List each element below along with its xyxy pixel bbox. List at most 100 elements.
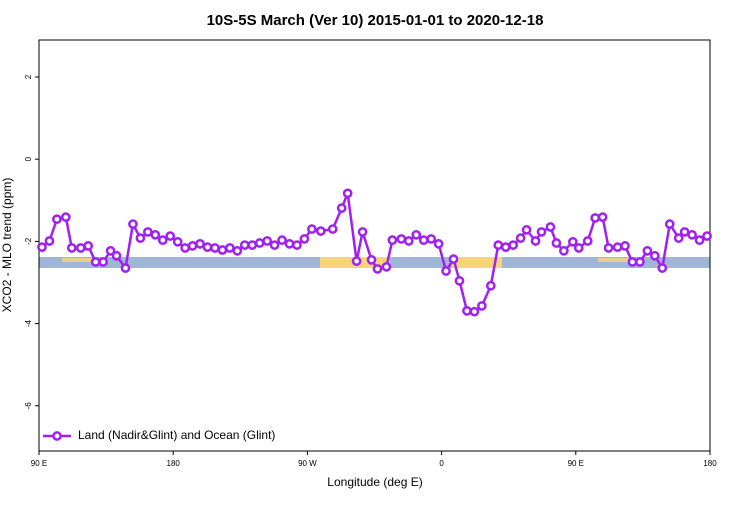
data-point: [98, 257, 108, 267]
data-point: [530, 236, 541, 246]
data-point: [411, 229, 422, 240]
data-point: [536, 227, 547, 237]
data-point: [292, 240, 302, 250]
data-point: [433, 239, 444, 249]
data-point: [336, 203, 347, 213]
data-point: [582, 236, 593, 246]
data-point: [150, 229, 161, 240]
data-point: [232, 245, 243, 256]
data-point: [143, 227, 153, 237]
data-point: [351, 256, 362, 266]
data-point: [225, 243, 235, 253]
y-tick-label: -4: [24, 319, 33, 327]
data-point: [418, 235, 429, 246]
data-point: [111, 250, 122, 261]
data-point: [469, 306, 480, 317]
x-tick-label: 180: [703, 459, 717, 468]
data-point: [342, 188, 353, 199]
data-point: [396, 234, 407, 244]
data-point: [567, 236, 578, 247]
data-point: [284, 239, 295, 249]
data-point: [454, 275, 465, 286]
y-axis-label: XCO2 - MLO trend (ppm): [0, 178, 14, 313]
y-tick-label: 2: [24, 74, 33, 79]
data-point: [664, 219, 675, 229]
data-point: [573, 243, 584, 253]
x-tick-label: 90 E: [31, 459, 47, 468]
data-point: [277, 235, 287, 246]
data-point: [83, 241, 94, 251]
data-point: [387, 235, 398, 246]
y-tick-label: 0: [24, 156, 33, 161]
data-point: [315, 226, 326, 236]
data-point: [75, 243, 86, 253]
data-point: [500, 242, 511, 252]
data-point: [545, 222, 556, 232]
data-point: [120, 263, 131, 273]
x-axis-label: Longitude (deg E): [327, 475, 422, 489]
data-point: [462, 305, 472, 316]
data-point: [515, 233, 526, 243]
data-point: [381, 262, 392, 272]
data-point: [620, 241, 630, 251]
data-point: [135, 233, 146, 243]
data-point: [590, 213, 601, 223]
data-point: [172, 236, 183, 247]
data-point: [477, 301, 487, 311]
data-point: [403, 236, 414, 246]
data-point: [66, 243, 77, 253]
data-point: [327, 224, 338, 234]
data-point: [612, 242, 623, 252]
data-point: [551, 238, 562, 248]
y-tick-label: -6: [24, 402, 33, 410]
data-point: [657, 263, 668, 273]
data-point: [687, 229, 697, 240]
data-point: [372, 264, 383, 274]
data-point: [366, 255, 377, 265]
data-point: [269, 240, 280, 250]
y-tick-label: -2: [24, 237, 33, 245]
data-point: [217, 245, 228, 255]
data-point: [180, 243, 190, 253]
data-point: [559, 245, 569, 256]
data-point: [44, 236, 55, 246]
data-point: [247, 240, 258, 250]
data-point: [307, 224, 317, 234]
x-tick-label: 0: [439, 459, 444, 468]
data-point: [262, 236, 272, 246]
data-point: [448, 254, 459, 264]
data-point: [187, 241, 198, 251]
data-point: [202, 242, 213, 252]
data-point: [357, 227, 368, 237]
data-point: [195, 239, 205, 249]
data-point: [603, 243, 614, 253]
data-point: [627, 257, 638, 267]
data-point: [90, 257, 101, 267]
legend-label: Land (Nadir&Glint) and Ocean (Glint): [78, 428, 275, 442]
data-point: [702, 231, 712, 241]
data-point: [37, 242, 47, 252]
data-point: [165, 231, 176, 241]
data-point: [254, 238, 265, 248]
x-tick-label: 180: [167, 459, 181, 468]
data-point: [210, 243, 220, 253]
data-point: [635, 257, 645, 267]
data-point: [105, 245, 116, 256]
chart-title: 10S-5S March (Ver 10) 2015-01-01 to 2020…: [207, 12, 544, 29]
x-tick-label: 90 W: [298, 459, 317, 468]
data-point: [157, 235, 168, 246]
data-point: [642, 245, 653, 256]
data-point: [485, 280, 496, 291]
data-point: [239, 240, 250, 250]
data-point: [441, 266, 451, 276]
data-point: [649, 250, 660, 261]
data-point: [521, 225, 532, 235]
data-point: [52, 214, 62, 225]
data-point: [679, 227, 690, 237]
data-point: [426, 234, 437, 244]
data-point: [493, 240, 504, 250]
data-point: [128, 219, 138, 229]
data-point: [694, 235, 705, 246]
data-point: [60, 212, 71, 222]
